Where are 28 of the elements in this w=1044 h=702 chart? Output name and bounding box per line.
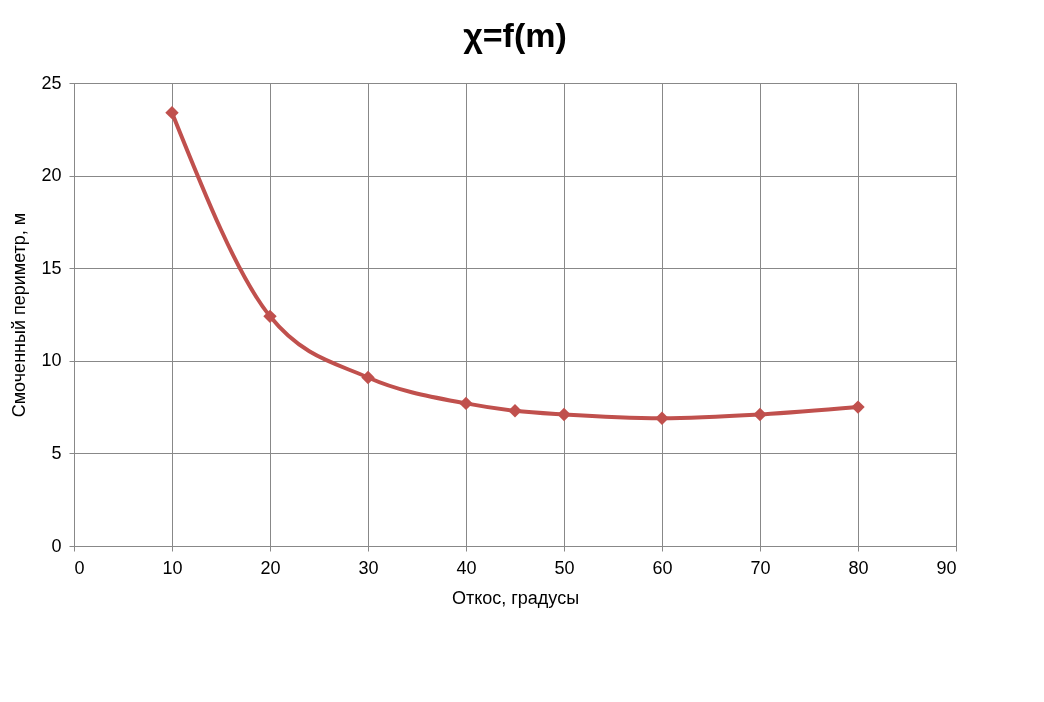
y-tick-label: 0 <box>51 535 62 556</box>
point <box>851 400 865 414</box>
point <box>361 370 375 385</box>
x-tick-label: 0 <box>74 557 85 578</box>
x-tick-label: 40 <box>456 557 477 578</box>
x-tick-label: 30 <box>358 557 379 578</box>
y-tick-label: 5 <box>51 442 62 463</box>
y-tick-label: 20 <box>41 165 62 186</box>
y-tick-label: 10 <box>41 350 62 371</box>
y-tick-label: 15 <box>41 257 62 278</box>
x-axis-title: Откос, градусы <box>451 587 580 608</box>
point <box>753 407 767 422</box>
x-tick-label: 70 <box>750 557 771 578</box>
point <box>165 105 179 120</box>
x-tick-label: 50 <box>554 557 575 578</box>
x-tick-label: 10 <box>162 557 183 578</box>
x-tick-label: 60 <box>652 557 673 578</box>
point <box>655 411 669 425</box>
y-tick-label: 25 <box>41 72 62 93</box>
point <box>263 309 277 324</box>
point <box>508 404 522 418</box>
x-tick-label: 90 <box>936 557 957 578</box>
x-tick-label: 20 <box>260 557 281 578</box>
y-axis-title: Смоченный периметр, м <box>9 212 30 418</box>
point <box>557 407 571 422</box>
point <box>459 396 473 411</box>
chart-title: χ=f(m) <box>463 16 567 54</box>
x-tick-label: 80 <box>848 557 869 578</box>
